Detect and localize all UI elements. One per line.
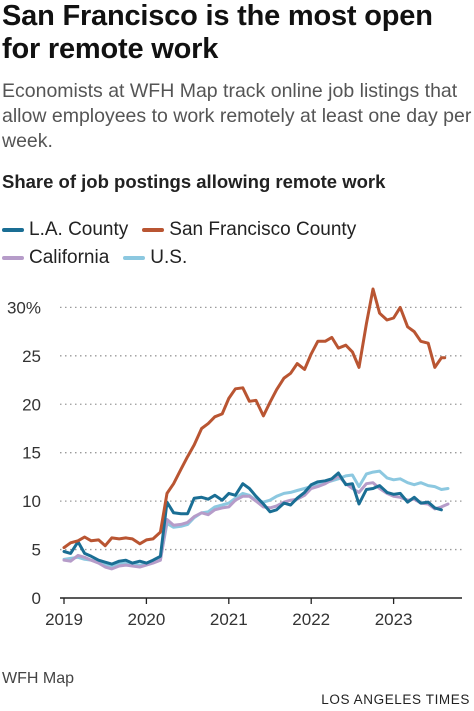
publisher-credit: LOS ANGELES TIMES [321, 692, 470, 707]
y-tick-label-15: 15 [22, 444, 41, 463]
x-tick-label-2023: 2023 [375, 610, 413, 629]
legend-row-2: California U.S. [2, 244, 472, 272]
legend-swatch-us [123, 256, 146, 260]
chart-title: Share of job postings allowing remote wo… [2, 171, 386, 192]
x-tick-label-2020: 2020 [127, 610, 165, 629]
legend-label-san-francisco-county: San Francisco County [169, 219, 357, 240]
page-subtitle: Economists at WFH Map track online job l… [2, 80, 472, 152]
y-tick-label-30: 30% [7, 298, 41, 317]
legend-item-la-county: L.A. County [2, 219, 128, 241]
y-tick-label-20: 20 [22, 395, 41, 414]
y-tick-label-10: 10 [22, 492, 41, 511]
legend-item-san-francisco-county: San Francisco County [142, 219, 356, 241]
series-line-california [62, 474, 450, 571]
legend-label-california: California [29, 247, 110, 268]
series-line-u-s [62, 469, 450, 568]
legend-swatch-california [2, 256, 24, 260]
y-tick-label-0: 0 [32, 589, 41, 608]
x-tick-label-2021: 2021 [210, 610, 248, 629]
series-line-san-francisco-county [62, 287, 447, 550]
legend-swatch-san-francisco-county [142, 228, 165, 232]
page-title: San Francisco is the most open for remot… [2, 0, 433, 65]
legend-swatch-la-county [2, 228, 24, 232]
y-tick-label-5: 5 [32, 541, 41, 560]
series-line-l-a-county [62, 471, 443, 566]
legend-item-us: U.S. [123, 247, 187, 269]
x-tick-label-2019: 2019 [45, 610, 83, 629]
legend-item-california: California [2, 247, 109, 269]
x-tick-label-2022: 2022 [292, 610, 330, 629]
chart-legend: L.A. County San Francisco County Califor… [2, 216, 472, 272]
line-chart: 0 5 10 15 20 25 30% 2019 2020 2021 2022 2023 [7, 287, 462, 629]
source-note: WFH Map [2, 670, 74, 687]
legend-row-1: L.A. County San Francisco County [2, 216, 472, 244]
legend-label-us: U.S. [150, 247, 188, 268]
legend-label-la-county: L.A. County [29, 219, 129, 240]
y-tick-label-25: 25 [22, 347, 41, 366]
